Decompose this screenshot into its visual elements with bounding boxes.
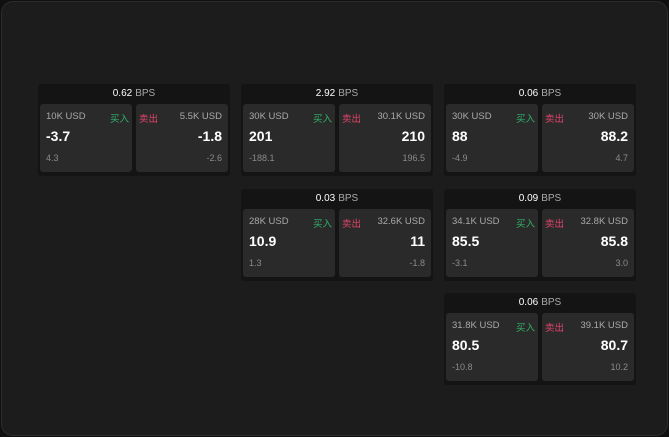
quote-card: 2.92 BPS 30K USD 买入 201 -188.1 30.1K USD … bbox=[241, 84, 433, 176]
spread-unit: BPS bbox=[135, 88, 156, 99]
buy-quantity: 30K USD bbox=[249, 111, 289, 122]
quote-card: 0.62 BPS 10K USD 买入 -3.7 4.3 5.5K USD 卖出 … bbox=[38, 84, 230, 176]
sell-quantity: 30K USD bbox=[588, 111, 628, 122]
sell-price: 210 bbox=[401, 128, 425, 144]
quote-card: 0.09 BPS 34.1K USD 买入 85.5 -3.1 32.8K USD… bbox=[444, 189, 636, 281]
sell-quantity: 32.8K USD bbox=[580, 216, 628, 227]
buy-label: 买入 bbox=[515, 114, 535, 125]
buy-change: -188.1 bbox=[249, 153, 275, 163]
sell-change: 4.7 bbox=[615, 153, 628, 163]
spread-value: 0.06 bbox=[518, 297, 539, 308]
sell-change: 3.0 bbox=[615, 258, 628, 268]
buy-quantity: 34.1K USD bbox=[452, 216, 500, 227]
sell-quantity: 39.1K USD bbox=[580, 320, 628, 331]
sell-change: 196.5 bbox=[402, 153, 425, 163]
spread-header: 0.03 BPS bbox=[241, 189, 433, 209]
buy-cell[interactable]: 31.8K USD 买入 80.5 -10.8 bbox=[446, 313, 538, 381]
buy-label: 买入 bbox=[515, 323, 535, 334]
sell-price: 11 bbox=[410, 233, 425, 249]
spread-value: 0.09 bbox=[518, 193, 539, 204]
buy-change: -4.9 bbox=[452, 153, 468, 163]
quote-card: 0.06 BPS 31.8K USD 买入 80.5 -10.8 39.1K US… bbox=[444, 293, 636, 385]
sell-quantity: 30.1K USD bbox=[377, 111, 425, 122]
spread-value: 2.92 bbox=[315, 88, 336, 99]
buy-label: 买入 bbox=[515, 219, 535, 230]
spread-header: 2.92 BPS bbox=[241, 84, 433, 104]
spread-value: 0.06 bbox=[518, 88, 539, 99]
buy-quantity: 31.8K USD bbox=[452, 320, 500, 331]
buy-price: 201 bbox=[249, 128, 273, 144]
buy-change: -3.1 bbox=[452, 258, 468, 268]
buy-quantity: 28K USD bbox=[249, 216, 289, 227]
spread-header: 0.06 BPS bbox=[444, 84, 636, 104]
sell-cell[interactable]: 32.8K USD 卖出 85.8 3.0 bbox=[542, 209, 634, 277]
buy-label: 买入 bbox=[312, 114, 332, 125]
sell-price: -1.8 bbox=[197, 128, 222, 144]
sell-price: 88.2 bbox=[600, 128, 628, 144]
sell-cell[interactable]: 39.1K USD 卖出 80.7 10.2 bbox=[542, 313, 634, 381]
buy-change: 1.3 bbox=[249, 258, 262, 268]
sell-cell[interactable]: 30.1K USD 卖出 210 196.5 bbox=[339, 104, 431, 172]
sell-cell[interactable]: 30K USD 卖出 88.2 4.7 bbox=[542, 104, 634, 172]
quote-card: 0.06 BPS 30K USD 买入 88 -4.9 30K USD 卖出 88… bbox=[444, 84, 636, 176]
sell-label: 卖出 bbox=[545, 323, 565, 334]
sell-change: -1.8 bbox=[409, 258, 425, 268]
sell-label: 卖出 bbox=[139, 114, 159, 125]
buy-price: 88 bbox=[452, 128, 468, 144]
buy-cell[interactable]: 30K USD 买入 201 -188.1 bbox=[243, 104, 335, 172]
buy-label: 买入 bbox=[312, 219, 332, 230]
spread-unit: BPS bbox=[541, 193, 562, 204]
spread-unit: BPS bbox=[541, 297, 562, 308]
spread-header: 0.06 BPS bbox=[444, 293, 636, 313]
spread-header: 0.09 BPS bbox=[444, 189, 636, 209]
sell-quantity: 5.5K USD bbox=[179, 111, 222, 122]
buy-change: 4.3 bbox=[46, 153, 59, 163]
sell-change: 10.2 bbox=[610, 362, 628, 372]
sell-change: -2.6 bbox=[206, 153, 222, 163]
buy-cell[interactable]: 34.1K USD 买入 85.5 -3.1 bbox=[446, 209, 538, 277]
sell-label: 卖出 bbox=[342, 114, 362, 125]
sell-price: 85.8 bbox=[600, 233, 628, 249]
buy-quantity: 10K USD bbox=[46, 111, 86, 122]
buy-price: 80.5 bbox=[452, 337, 480, 353]
sell-label: 卖出 bbox=[342, 219, 362, 230]
buy-price: 85.5 bbox=[452, 233, 480, 249]
buy-price: -3.7 bbox=[46, 128, 71, 144]
sell-label: 卖出 bbox=[545, 114, 565, 125]
sell-cell[interactable]: 32.6K USD 卖出 11 -1.8 bbox=[339, 209, 431, 277]
buy-quantity: 30K USD bbox=[452, 111, 492, 122]
sell-price: 80.7 bbox=[600, 337, 628, 353]
sell-quantity: 32.6K USD bbox=[377, 216, 425, 227]
spread-value: 0.62 bbox=[112, 88, 133, 99]
sell-label: 卖出 bbox=[545, 219, 565, 230]
buy-cell[interactable]: 10K USD 买入 -3.7 4.3 bbox=[40, 104, 132, 172]
buy-label: 买入 bbox=[109, 114, 129, 125]
sell-cell[interactable]: 5.5K USD 卖出 -1.8 -2.6 bbox=[136, 104, 228, 172]
spread-unit: BPS bbox=[338, 193, 359, 204]
quote-card: 0.03 BPS 28K USD 买入 10.9 1.3 32.6K USD 卖出… bbox=[241, 189, 433, 281]
spread-header: 0.62 BPS bbox=[38, 84, 230, 104]
buy-price: 10.9 bbox=[249, 233, 277, 249]
buy-cell[interactable]: 28K USD 买入 10.9 1.3 bbox=[243, 209, 335, 277]
spread-value: 0.03 bbox=[315, 193, 336, 204]
buy-change: -10.8 bbox=[452, 362, 473, 372]
spread-unit: BPS bbox=[541, 88, 562, 99]
buy-cell[interactable]: 30K USD 买入 88 -4.9 bbox=[446, 104, 538, 172]
spread-unit: BPS bbox=[338, 88, 359, 99]
